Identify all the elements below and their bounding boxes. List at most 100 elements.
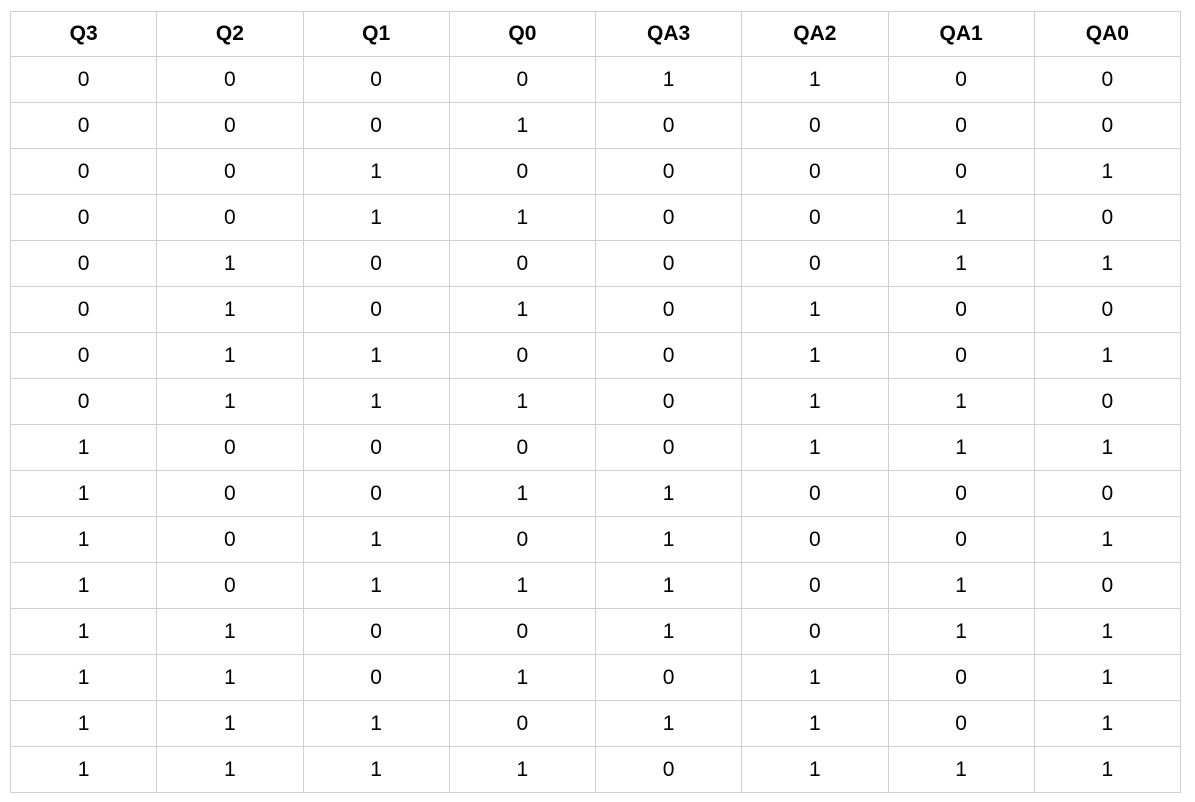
- table-cell: 1: [1033, 516, 1182, 563]
- table-cell: 0: [448, 240, 597, 287]
- column-header-qa0: QA0: [1033, 11, 1182, 57]
- table-cell: 1: [302, 516, 450, 563]
- table-cell: 1: [594, 516, 743, 563]
- table-cell: 1: [448, 654, 597, 701]
- table-cell: 1: [887, 746, 1035, 793]
- table-cell: 0: [594, 194, 743, 241]
- table-cell: 0: [594, 332, 743, 379]
- table-cell: 1: [9, 700, 158, 747]
- table-cell: 0: [156, 562, 304, 609]
- table-cell: 0: [1033, 102, 1182, 149]
- table-cell: 0: [887, 332, 1035, 379]
- table-cell: 0: [1033, 194, 1182, 241]
- table-cell: 0: [9, 378, 158, 425]
- column-header-q3: Q3: [9, 11, 158, 57]
- table-cell: 0: [887, 102, 1035, 149]
- table-cell: 1: [1033, 240, 1182, 287]
- table-cell: 0: [594, 286, 743, 333]
- table-cell: 1: [448, 194, 597, 241]
- table-cell: 1: [887, 194, 1035, 241]
- table-cell: 0: [9, 286, 158, 333]
- table-cell: 0: [887, 148, 1035, 195]
- table-cell: 1: [887, 240, 1035, 287]
- table-cell: 1: [156, 746, 304, 793]
- table-cell: 0: [594, 102, 743, 149]
- table-cell: 0: [741, 562, 889, 609]
- column-header-q0: Q0: [448, 11, 597, 57]
- table-cell: 1: [9, 654, 158, 701]
- table-cell: 0: [302, 286, 450, 333]
- table-cell: 0: [1033, 286, 1182, 333]
- table-cell: 0: [302, 470, 450, 517]
- table-cell: 0: [302, 102, 450, 149]
- table-cell: 0: [1033, 56, 1182, 103]
- table-cell: 0: [887, 700, 1035, 747]
- column-header-q2: Q2: [156, 11, 304, 57]
- table-cell: 0: [156, 148, 304, 195]
- table-cell: 1: [887, 424, 1035, 471]
- table-cell: 0: [302, 424, 450, 471]
- table-cell: 1: [156, 654, 304, 701]
- table-cell: 1: [594, 700, 743, 747]
- table-cell: 0: [741, 240, 889, 287]
- table-cell: 1: [594, 56, 743, 103]
- table-cell: 1: [741, 378, 889, 425]
- table-cell: 1: [448, 746, 597, 793]
- table-cell: 1: [448, 562, 597, 609]
- table-cell: 0: [448, 332, 597, 379]
- table-cell: 0: [9, 332, 158, 379]
- table-cell: 1: [1033, 608, 1182, 655]
- table-cell: 0: [9, 148, 158, 195]
- table-cell: 0: [9, 102, 158, 149]
- table-cell: 1: [302, 746, 450, 793]
- table-cell: 1: [156, 608, 304, 655]
- table-cell: 0: [156, 102, 304, 149]
- table-cell: 1: [741, 654, 889, 701]
- table-cell: 1: [741, 332, 889, 379]
- table-cell: 1: [9, 746, 158, 793]
- table-cell: 0: [741, 516, 889, 563]
- table-cell: 1: [448, 102, 597, 149]
- column-header-qa2: QA2: [741, 11, 889, 57]
- table-cell: 0: [1033, 378, 1182, 425]
- table-cell: 1: [156, 332, 304, 379]
- table-cell: 0: [156, 194, 304, 241]
- table-cell: 1: [9, 470, 158, 517]
- table-cell: 1: [887, 562, 1035, 609]
- table-cell: 1: [887, 608, 1035, 655]
- table-cell: 1: [741, 746, 889, 793]
- table-cell: 1: [9, 562, 158, 609]
- table-cell: 1: [302, 194, 450, 241]
- table-cell: 1: [302, 700, 450, 747]
- table-cell: 1: [302, 562, 450, 609]
- table-cell: 0: [741, 608, 889, 655]
- table-cell: 1: [741, 424, 889, 471]
- table-cell: 1: [448, 378, 597, 425]
- table-cell: 1: [302, 148, 450, 195]
- table-cell: 1: [302, 378, 450, 425]
- table-cell: 0: [9, 56, 158, 103]
- table-cell: 0: [594, 424, 743, 471]
- table-cell: 0: [887, 654, 1035, 701]
- table-cell: 0: [887, 470, 1035, 517]
- table-cell: 0: [9, 240, 158, 287]
- table-cell: 1: [1033, 746, 1182, 793]
- column-header-qa1: QA1: [887, 11, 1035, 57]
- table-cell: 0: [448, 424, 597, 471]
- table-cell: 1: [594, 562, 743, 609]
- table-cell: 1: [156, 286, 304, 333]
- table-cell: 0: [302, 608, 450, 655]
- table-cell: 0: [9, 194, 158, 241]
- table-cell: 0: [1033, 562, 1182, 609]
- table-cell: 0: [156, 516, 304, 563]
- table-cell: 0: [156, 56, 304, 103]
- table-cell: 1: [9, 424, 158, 471]
